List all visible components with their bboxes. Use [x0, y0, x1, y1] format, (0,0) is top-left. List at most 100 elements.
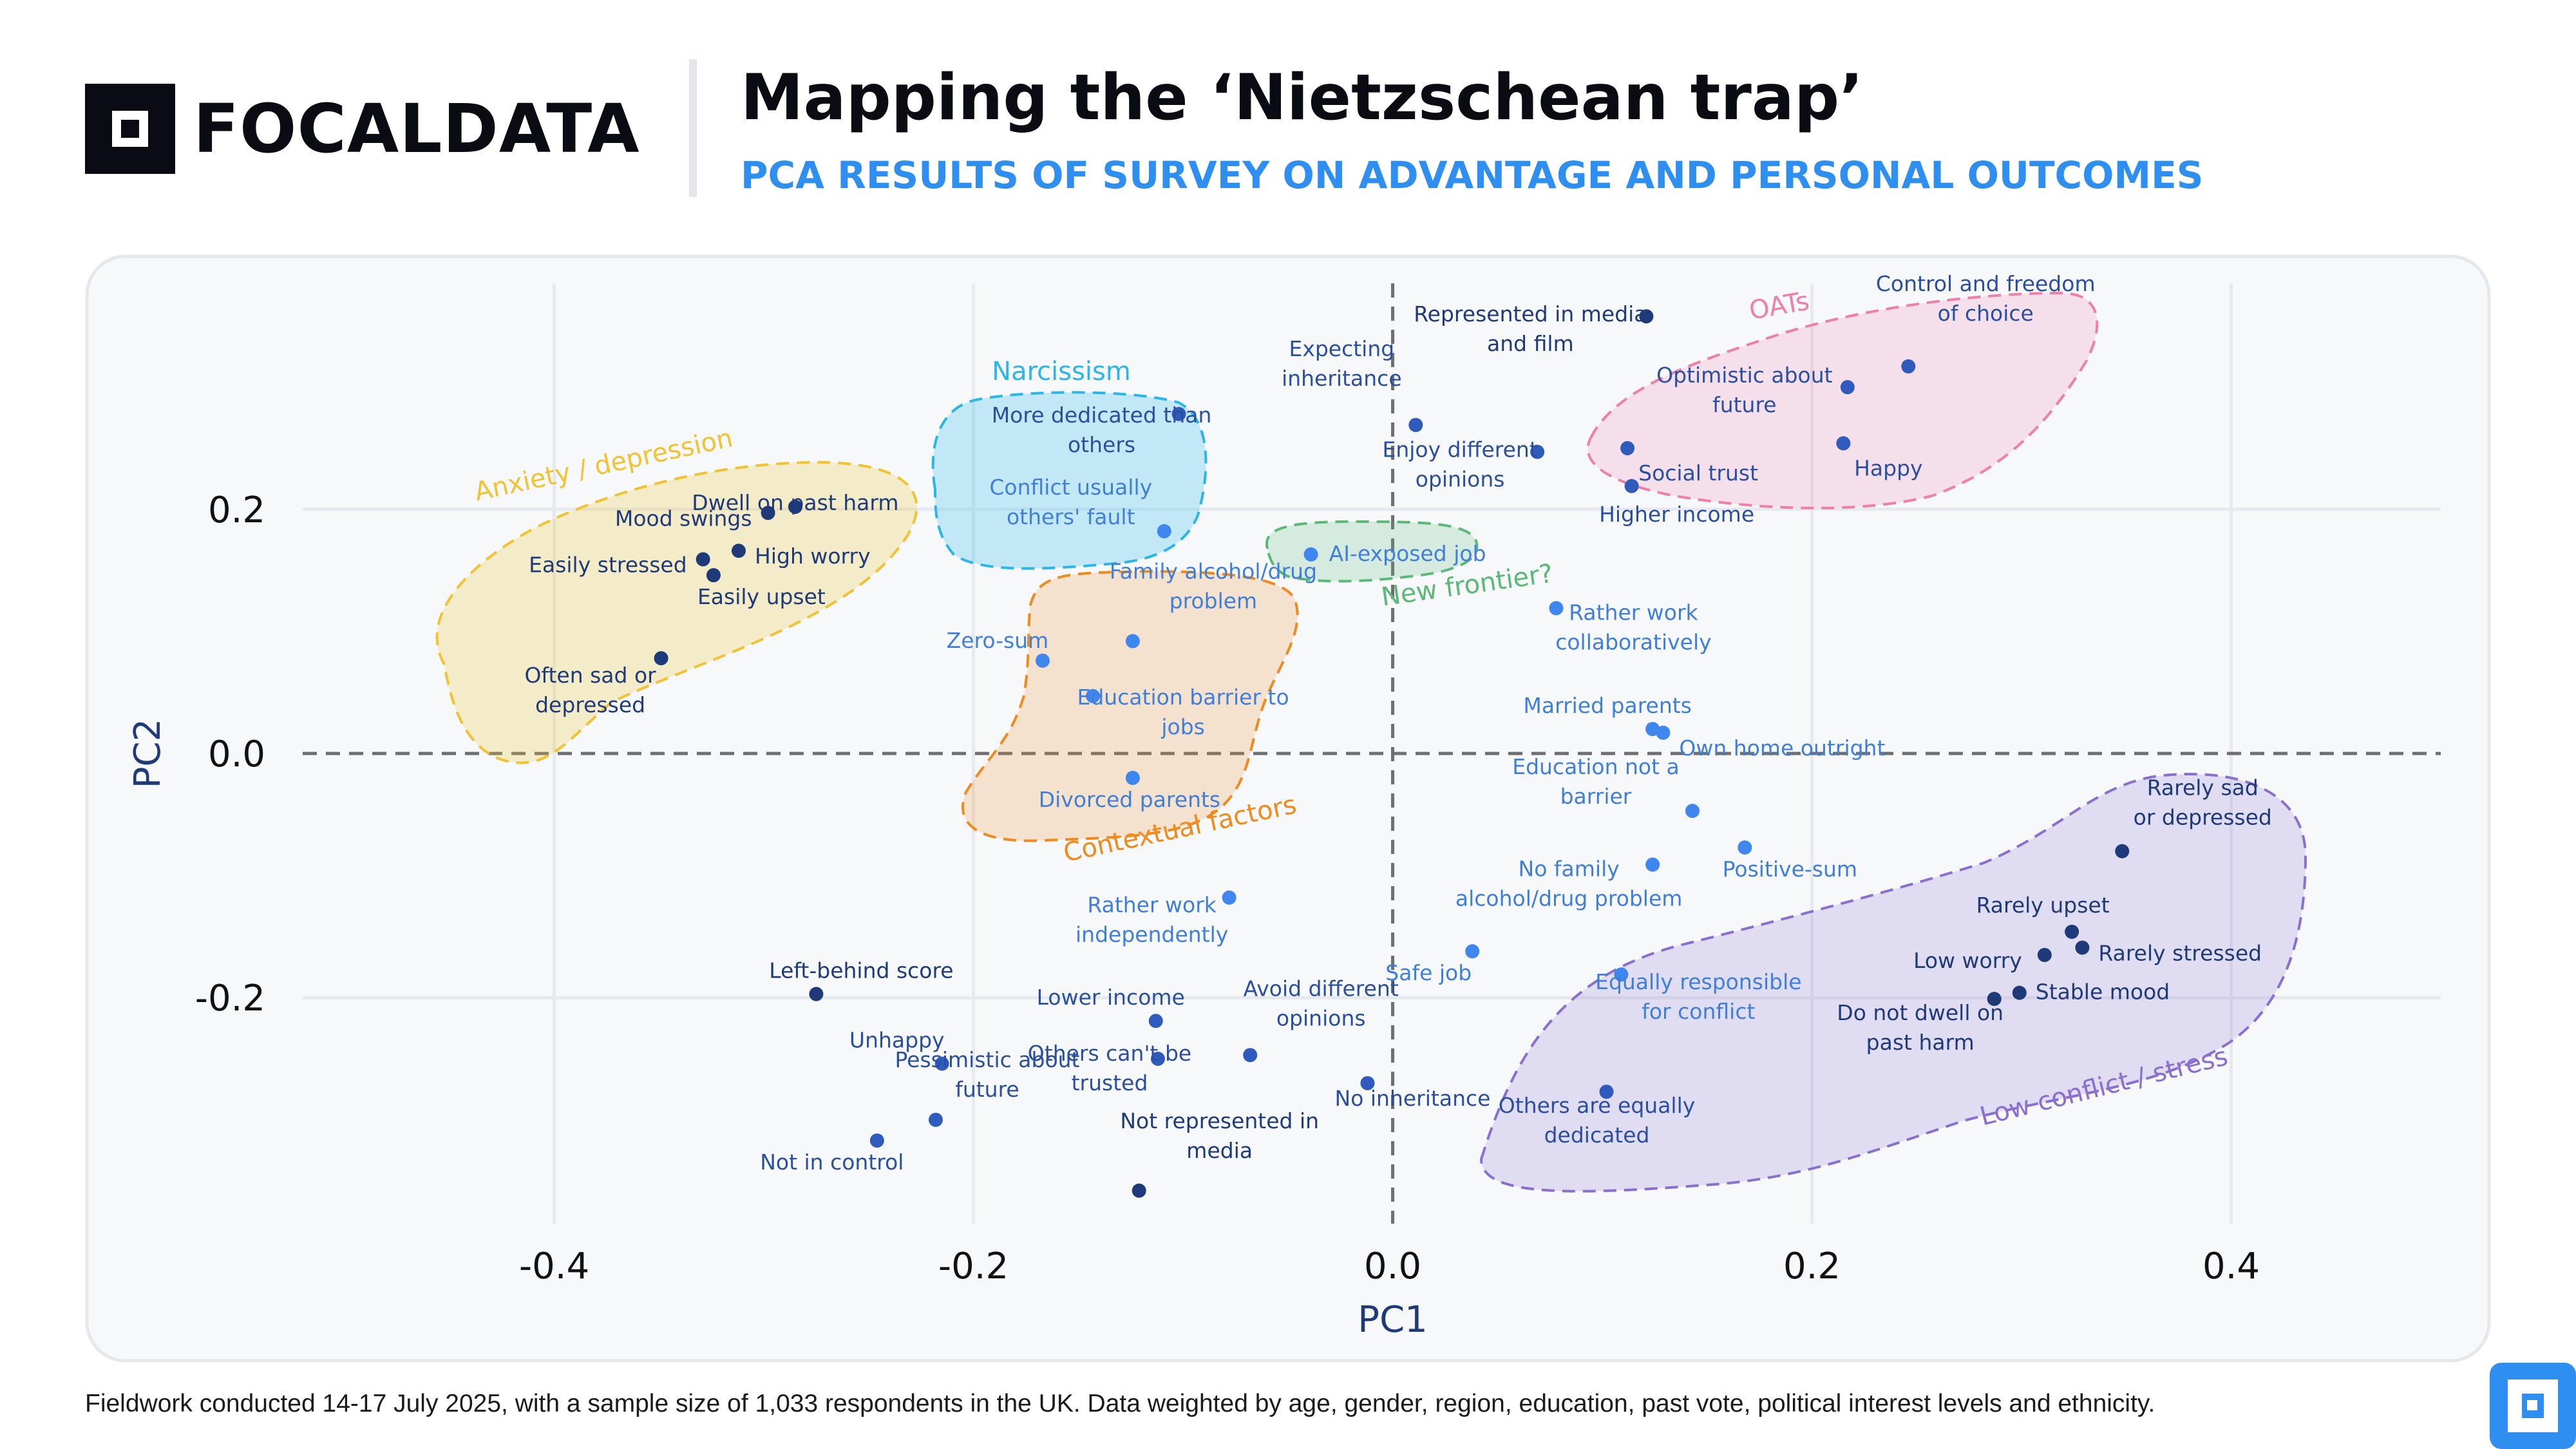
point-label-enjoy-different-opinions: Enjoy different opinions — [1382, 437, 1537, 492]
focaldata-logo-icon — [85, 84, 175, 174]
point-label-others-can-t-be-trusted: Others can't be trusted — [1028, 1041, 1191, 1095]
point-often-sad-or-depressed — [654, 651, 668, 666]
header-divider — [689, 59, 697, 197]
point-equally-responsible-for-conflict — [1614, 967, 1629, 982]
point-do-not-dwell-on-past-harm — [1987, 992, 2002, 1007]
x-tick-label: -0.4 — [519, 1245, 589, 1287]
point-label-avoid-different-opinions: Avoid different opinions — [1244, 976, 1399, 1030]
point-label-others-are-equally-dedicated: Others are equally dedicated — [1499, 1093, 1696, 1148]
point-label-own-home-outright: Own home outright — [1679, 735, 1885, 761]
point-not-represented-in-media — [1132, 1183, 1146, 1198]
point-label-often-sad-or-depressed: Often sad or depressed — [524, 663, 656, 717]
point-control-and-freedom-of-choice — [1901, 359, 1916, 374]
point-pessimistic-about-future — [928, 1112, 943, 1127]
point-label-equally-responsible-for-conflict: Equally responsible for conflict — [1595, 969, 1801, 1024]
point-family-alcohol-drug-problem — [1125, 634, 1140, 649]
point-easily-upset — [706, 568, 721, 583]
point-stable-mood — [2012, 985, 2027, 1000]
point-label-easily-upset: Easily upset — [697, 584, 826, 609]
point-label-conflict-usually-others-fault: Conflict usually others' fault — [989, 475, 1152, 529]
point-no-family-alcohol-drug-problem — [1645, 857, 1660, 872]
point-rather-work-independently — [1222, 890, 1236, 905]
point-rarely-stressed — [2075, 940, 2090, 955]
point-label-rather-work-collaboratively: Rather work collaboratively — [1555, 600, 1711, 654]
group-blob-anxiety-depression — [435, 460, 918, 764]
point-label-easily-stressed: Easily stressed — [529, 553, 687, 578]
point-left-behind-score — [809, 987, 824, 1001]
x-tick-label: -0.2 — [938, 1245, 1009, 1287]
point-label-low-worry: Low worry — [1913, 948, 2022, 973]
brand-wordmark: FOCALDATA — [193, 90, 640, 168]
point-label-optimistic-about-future: Optimistic about future — [1656, 363, 1833, 417]
point-higher-income — [1624, 478, 1639, 493]
x-tick-label: 0.0 — [1364, 1245, 1421, 1287]
point-label-zero-sum: Zero-sum — [947, 628, 1049, 653]
point-label-mood-swings: Mood swings — [615, 506, 752, 531]
point-own-home-outright — [1656, 725, 1671, 740]
point-zero-sum — [1035, 653, 1050, 668]
point-avoid-different-opinions — [1243, 1048, 1258, 1063]
point-high-worry — [732, 544, 746, 558]
point-label-represented-in-media-and-film: Represented in media and film — [1414, 301, 1647, 356]
point-label-control-and-freedom-of-choice: Control and freedom of choice — [1876, 271, 2096, 326]
point-positive-sum — [1738, 840, 1752, 855]
group-blob-oats — [1586, 291, 2099, 509]
point-low-worry — [2037, 947, 2052, 962]
point-enjoy-different-opinions — [1530, 444, 1545, 459]
point-education-not-a-barrier — [1685, 804, 1700, 819]
page-subtitle: PCA RESULTS OF SURVEY ON ADVANTAGE AND P… — [741, 153, 2204, 197]
plot-panel — [85, 254, 2491, 1363]
point-label-social-trust: Social trust — [1638, 460, 1758, 486]
group-blob-narcissism — [931, 391, 1208, 570]
point-no-inheritance — [1360, 1075, 1375, 1090]
point-label-no-inheritance: No inheritance — [1335, 1086, 1491, 1111]
footnote: Fieldwork conducted 14-17 July 2025, wit… — [85, 1390, 2155, 1417]
point-rather-work-collaboratively — [1549, 601, 1564, 616]
point-label-stable-mood: Stable mood — [2036, 980, 2170, 1005]
x-axis-label: PC1 — [1358, 1299, 1428, 1341]
point-label-divorced-parents: Divorced parents — [1039, 787, 1220, 812]
page-title: Mapping the ‘Nietzschean trap’ — [741, 61, 1864, 135]
point-label-not-in-control: Not in control — [760, 1150, 904, 1175]
group-blob-low-conflict-stress — [1479, 773, 2307, 1193]
point-label-lower-income: Lower income — [1037, 985, 1185, 1010]
focaldata-corner-logo-icon — [2490, 1363, 2576, 1449]
point-label-positive-sum: Positive-sum — [1723, 857, 1857, 882]
y-tick-label: 0.2 — [208, 489, 265, 531]
point-label-not-represented-in-media: Not represented in media — [1120, 1108, 1319, 1163]
point-optimistic-about-future — [1840, 380, 1855, 395]
x-tick-label: 0.4 — [2202, 1245, 2260, 1287]
point-divorced-parents — [1125, 770, 1140, 785]
point-conflict-usually-others-fault — [1157, 524, 1171, 538]
point-label-expecting-inheritance: Expecting inheritance — [1282, 336, 1402, 391]
point-label-happy: Happy — [1854, 455, 1922, 480]
point-ai-exposed-job — [1303, 547, 1318, 562]
point-label-higher-income: Higher income — [1599, 502, 1754, 527]
point-others-can-t-be-trusted — [1151, 1052, 1165, 1066]
point-expecting-inheritance — [1408, 417, 1423, 432]
point-safe-job — [1465, 944, 1480, 959]
point-label-left-behind-score: Left-behind score — [769, 958, 953, 983]
y-axis-label: PC2 — [127, 719, 169, 789]
point-label-ai-exposed-job: AI-exposed job — [1329, 541, 1486, 566]
point-label-rarely-stressed: Rarely stressed — [2098, 940, 2262, 965]
point-label-family-alcohol-drug-problem: Family alcohol/drug problem — [1110, 559, 1317, 614]
point-mood-swings — [761, 506, 775, 520]
point-label-no-family-alcohol-drug-problem: No family alcohol/drug problem — [1455, 857, 1683, 911]
point-more-dedicated-than-others — [1171, 406, 1186, 421]
group-blob-contextual-factors — [961, 570, 1299, 842]
point-label-do-not-dwell-on-past-harm: Do not dwell on past harm — [1837, 1000, 2003, 1055]
point-label-more-dedicated-than-others: More dedicated than others — [992, 402, 1212, 457]
point-label-rarely-upset: Rarely upset — [1976, 893, 2110, 918]
point-label-married-parents: Married parents — [1523, 693, 1692, 718]
point-dwell-on-past-harm — [788, 499, 802, 514]
point-easily-stressed — [696, 552, 710, 567]
point-not-in-control — [869, 1133, 884, 1148]
group-label-narcissism: Narcissism — [992, 357, 1131, 386]
point-label-education-barrier-to-jobs: Education barrier to jobs — [1077, 685, 1289, 739]
point-education-barrier-to-jobs — [1086, 688, 1101, 703]
point-label-education-not-a-barrier: Education not a barrier — [1512, 754, 1680, 809]
point-unhappy — [934, 1056, 949, 1071]
point-social-trust — [1620, 440, 1635, 455]
